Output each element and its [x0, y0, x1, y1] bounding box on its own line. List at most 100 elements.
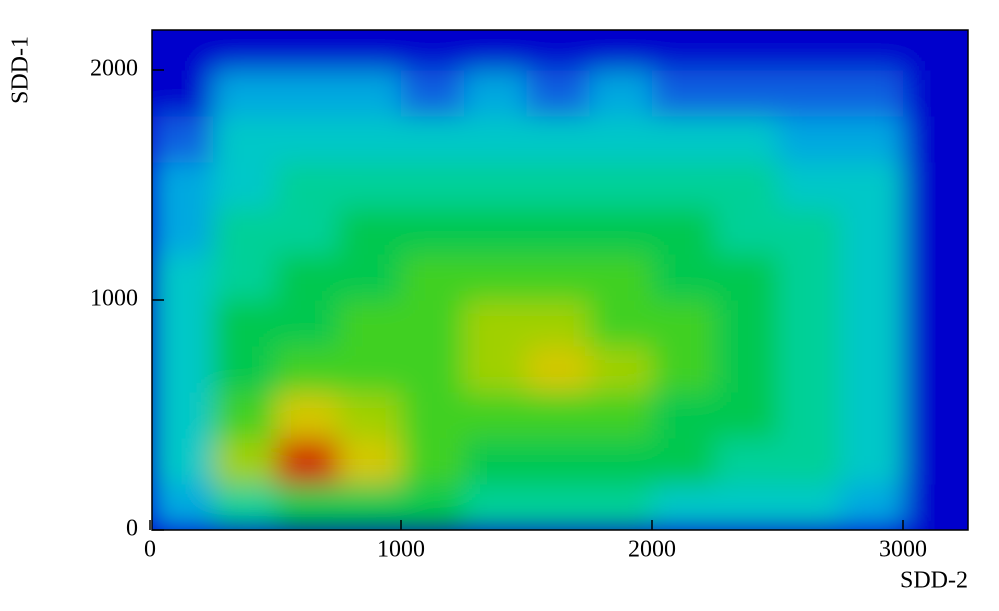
x-tick-label: 0 — [144, 537, 156, 563]
contour-cell — [903, 162, 967, 209]
x-axis-label: SDD-2 — [900, 568, 968, 594]
contour-cell — [463, 30, 527, 71]
contour-cell — [338, 254, 402, 301]
contour-cell — [714, 208, 778, 255]
contour-cell — [212, 162, 276, 209]
contour-cell — [275, 162, 339, 209]
contour-fill — [152, 30, 967, 530]
contour-cell — [777, 392, 841, 439]
y-tick-label: 1000 — [90, 286, 138, 312]
contour-cell — [777, 346, 841, 393]
contour-cell — [777, 484, 841, 530]
contour-cell — [463, 346, 527, 393]
contour-cell — [840, 300, 904, 347]
contour-cell — [338, 346, 402, 393]
contour-cell — [526, 346, 590, 393]
contour-cell — [589, 254, 653, 301]
contour-cell — [777, 254, 841, 301]
x-tick-label: 3000 — [879, 537, 927, 563]
contour-cell — [212, 70, 276, 117]
contour-cell — [652, 70, 716, 117]
contour-cell — [840, 346, 904, 393]
contour-cell — [840, 70, 904, 117]
contour-cell — [212, 116, 276, 163]
contour-cell — [338, 392, 402, 439]
contour-cell — [463, 392, 527, 439]
contour-cell — [401, 30, 465, 71]
contour-cell — [526, 300, 590, 347]
contour-cell — [338, 162, 402, 209]
contour-cell — [714, 300, 778, 347]
contour-cell — [275, 484, 339, 530]
contour-cell — [903, 300, 967, 347]
contour-cell — [589, 346, 653, 393]
contour-cell — [212, 346, 276, 393]
plot-area — [152, 30, 968, 530]
contour-cell — [589, 300, 653, 347]
contour-cell — [275, 300, 339, 347]
contour-cell — [152, 392, 214, 439]
contour-cell — [275, 392, 339, 439]
contour-cell — [652, 254, 716, 301]
contour-cell — [212, 30, 276, 71]
contour-cell — [152, 484, 214, 530]
contour-cell — [589, 70, 653, 117]
contour-cell — [152, 208, 214, 255]
contour-cell — [212, 484, 276, 530]
contour-cell — [903, 208, 967, 255]
contour-cell — [526, 254, 590, 301]
contour-cell — [526, 484, 590, 530]
y-tick-label: 0 — [126, 516, 138, 542]
contour-cell — [652, 392, 716, 439]
contour-cell — [401, 208, 465, 255]
contour-cell — [401, 254, 465, 301]
contour-cell — [401, 346, 465, 393]
contour-cell — [903, 484, 967, 530]
contour-cell — [714, 392, 778, 439]
contour-cell — [777, 116, 841, 163]
contour-cell — [275, 346, 339, 393]
contour-cell — [152, 300, 214, 347]
contour-cell — [840, 484, 904, 530]
contour-cell — [401, 392, 465, 439]
contour-cell — [275, 438, 339, 485]
contour-cell — [152, 162, 214, 209]
contour-cell — [840, 254, 904, 301]
contour-cell — [463, 116, 527, 163]
x-tick-label: 2000 — [628, 537, 676, 563]
contour-cell — [777, 300, 841, 347]
contour-cell — [903, 346, 967, 393]
contour-cell — [777, 162, 841, 209]
contour-cell — [652, 116, 716, 163]
y-tick-label: 2000 — [90, 56, 138, 82]
contour-cell — [903, 30, 967, 71]
contour-cell — [652, 208, 716, 255]
contour-cell — [526, 70, 590, 117]
contour-cell — [526, 30, 590, 71]
plot-frame — [151, 29, 969, 531]
contour-cell — [526, 208, 590, 255]
contour-cell — [338, 484, 402, 530]
contour-cell — [212, 392, 276, 439]
contour-cell — [714, 484, 778, 530]
contour-cell — [212, 438, 276, 485]
contour-cell — [152, 70, 214, 117]
contour-cell — [589, 116, 653, 163]
contour-cell — [338, 208, 402, 255]
contour-cell — [777, 30, 841, 71]
contour-cell — [714, 116, 778, 163]
contour-cell — [338, 70, 402, 117]
contour-cell — [463, 208, 527, 255]
contour-cell — [275, 30, 339, 71]
contour-cell — [589, 208, 653, 255]
contour-cell — [401, 116, 465, 163]
contour-cell — [401, 484, 465, 530]
contour-cell — [589, 162, 653, 209]
contour-cell — [212, 300, 276, 347]
contour-cell — [777, 70, 841, 117]
contour-cell — [275, 254, 339, 301]
contour-cell — [652, 438, 716, 485]
contour-cell — [152, 30, 214, 71]
contour-cell — [463, 300, 527, 347]
contour-cell — [714, 346, 778, 393]
